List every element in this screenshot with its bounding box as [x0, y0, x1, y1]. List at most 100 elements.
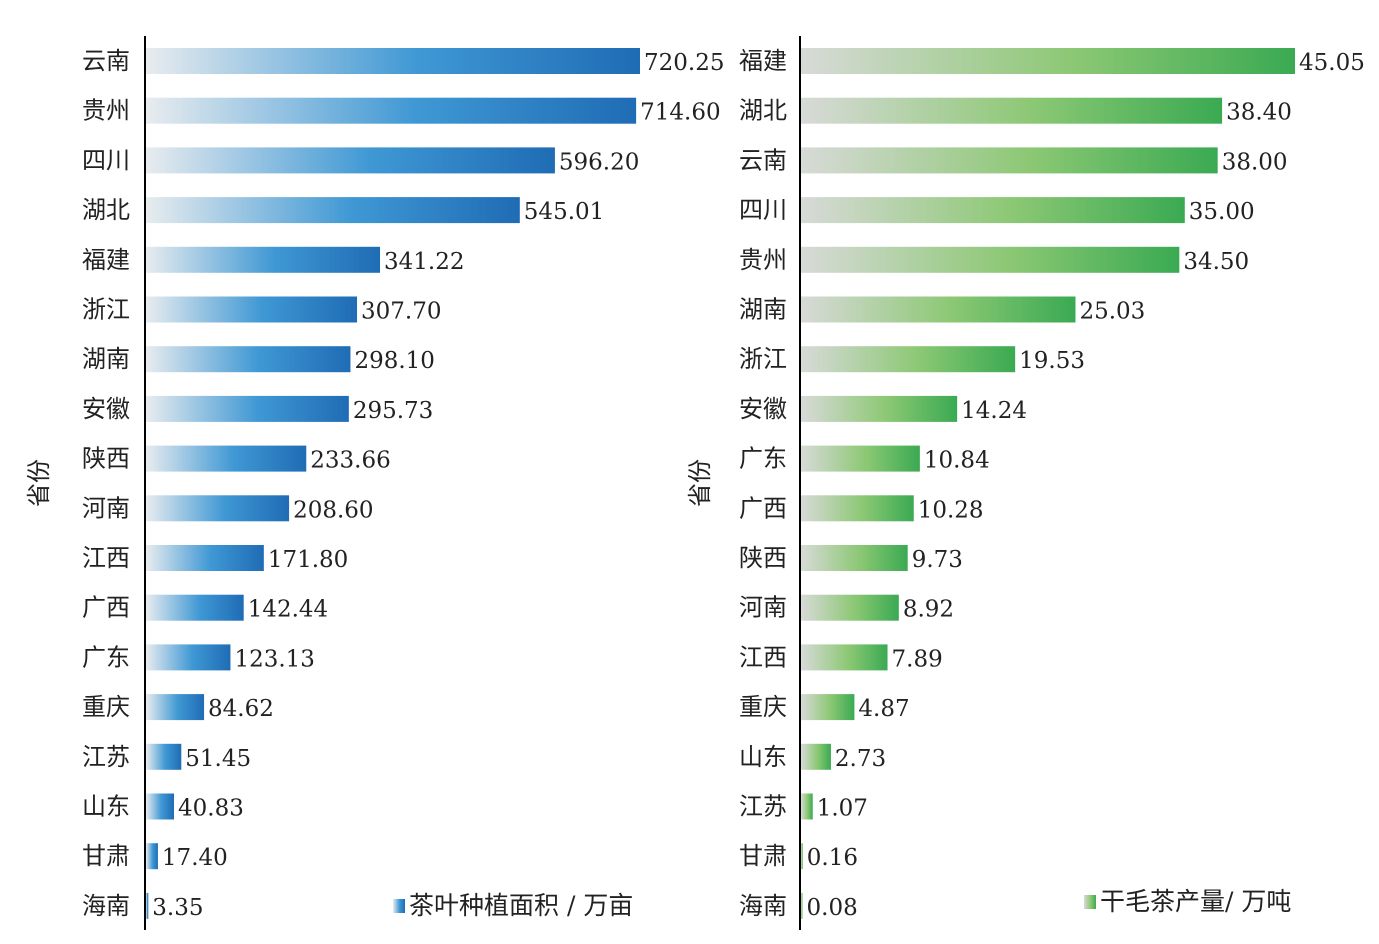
- area-bar: [146, 743, 182, 770]
- area-category-label: 云南: [82, 47, 130, 75]
- output-bar: [801, 197, 1185, 224]
- output-category-label: 湖北: [739, 97, 787, 125]
- area-bar: [146, 892, 149, 919]
- area-category-label: 四川: [82, 146, 130, 174]
- output-category-label: 云南: [739, 146, 787, 174]
- output-value-label: 1.07: [817, 796, 868, 822]
- output-value-label: 2.73: [835, 746, 886, 772]
- area-value-label: 298.10: [354, 348, 434, 374]
- area-y-axis-title: 省份: [25, 459, 53, 507]
- area-category-label: 河南: [82, 494, 130, 522]
- output-category-label: 甘肃: [739, 842, 787, 870]
- output-bar: [801, 545, 908, 571]
- area-value-label: 714.60: [640, 100, 720, 126]
- area-legend-swatch: [393, 899, 405, 913]
- area-category-label: 山东: [82, 793, 130, 821]
- area-value-label: 17.40: [162, 845, 228, 871]
- output-bar: [801, 694, 855, 721]
- area-value-label: 40.83: [178, 796, 244, 822]
- output-panel: 福建 45.05 湖北 38.40 云南 38.00 四川 35.00 贵州 34.50 湖南 25.…: [686, 36, 1365, 930]
- output-bar: [801, 346, 1016, 373]
- area-category-label: 湖南: [82, 345, 130, 373]
- output-category-label: 湖南: [739, 296, 787, 324]
- area-value-label: 123.13: [234, 646, 314, 672]
- output-category-label: 贵州: [739, 246, 787, 274]
- output-bar: [801, 97, 1223, 124]
- area-category-label: 海南: [82, 892, 130, 920]
- output-value-label: 9.73: [912, 547, 963, 573]
- output-value-label: 8.92: [903, 597, 954, 623]
- output-value-label: 10.84: [924, 448, 990, 474]
- area-bar: [146, 495, 290, 522]
- area-bar: [146, 694, 205, 721]
- output-bar: [801, 594, 899, 621]
- output-category-label: 安徽: [739, 395, 787, 423]
- area-category-label: 广西: [82, 594, 130, 622]
- output-bar: [801, 246, 1180, 273]
- output-bar: [801, 843, 803, 870]
- area-legend-label: 茶叶种植面积 / 万亩: [409, 891, 633, 920]
- area-bar: [146, 793, 175, 820]
- area-category-label: 广东: [82, 643, 130, 671]
- output-value-label: 25.03: [1079, 299, 1145, 325]
- output-category-label: 广西: [739, 494, 787, 522]
- output-category-label: 广东: [739, 445, 787, 473]
- area-category-label: 湖北: [82, 196, 130, 224]
- area-value-label: 720.25: [644, 50, 724, 76]
- area-value-label: 84.62: [208, 696, 274, 722]
- area-value-label: 142.44: [248, 597, 328, 623]
- area-bar: [146, 545, 264, 571]
- area-category-label: 浙江: [82, 296, 130, 324]
- area-bar: [146, 445, 307, 472]
- area-category-label: 甘肃: [82, 842, 130, 870]
- area-category-label: 安徽: [82, 395, 130, 423]
- output-category-label: 浙江: [739, 345, 787, 373]
- output-value-label: 14.24: [961, 398, 1027, 424]
- area-value-label: 171.80: [268, 547, 348, 573]
- output-legend-label: 干毛茶产量/ 万吨: [1100, 887, 1291, 916]
- area-bar: [146, 97, 637, 124]
- area-bar: [146, 147, 555, 174]
- output-bar: [801, 445, 920, 472]
- area-panel: 云南 720.25 贵州 714.60 四川 596.20 湖北 545.01 福建 341.22…: [25, 36, 724, 930]
- area-bar: [146, 296, 358, 323]
- area-bar: [146, 246, 381, 273]
- output-bar: [801, 296, 1076, 323]
- output-bar: [801, 743, 831, 770]
- output-legend-swatch: [1084, 895, 1096, 909]
- output-bar: [801, 892, 803, 919]
- output-bar: [801, 495, 914, 522]
- output-bar: [801, 395, 958, 422]
- area-category-label: 江西: [82, 544, 130, 572]
- area-bar: [146, 594, 244, 621]
- output-bar: [801, 147, 1218, 174]
- area-bar: [146, 197, 520, 224]
- area-bar: [146, 644, 231, 671]
- output-value-label: 0.08: [807, 895, 858, 921]
- area-category-label: 江苏: [82, 743, 130, 771]
- area-category-label: 重庆: [82, 693, 130, 721]
- output-value-label: 19.53: [1019, 348, 1085, 374]
- output-bar: [801, 48, 1295, 74]
- area-value-label: 208.60: [293, 497, 373, 523]
- output-value-label: 38.00: [1222, 149, 1288, 175]
- area-category-label: 福建: [82, 246, 130, 274]
- output-value-label: 0.16: [807, 845, 858, 871]
- area-value-label: 307.70: [361, 299, 441, 325]
- area-category-label: 贵州: [82, 97, 130, 125]
- area-value-label: 233.66: [310, 448, 390, 474]
- output-category-label: 河南: [739, 594, 787, 622]
- output-category-label: 陕西: [739, 544, 787, 572]
- output-category-label: 山东: [739, 743, 787, 771]
- output-value-label: 35.00: [1189, 199, 1255, 225]
- area-value-label: 3.35: [152, 895, 203, 921]
- output-category-label: 江西: [739, 643, 787, 671]
- output-value-label: 10.28: [918, 497, 984, 523]
- output-y-axis-title: 省份: [686, 459, 714, 507]
- output-category-label: 四川: [739, 196, 787, 224]
- output-value-label: 38.40: [1226, 100, 1292, 126]
- area-bar: [146, 843, 158, 870]
- output-bar: [801, 644, 888, 671]
